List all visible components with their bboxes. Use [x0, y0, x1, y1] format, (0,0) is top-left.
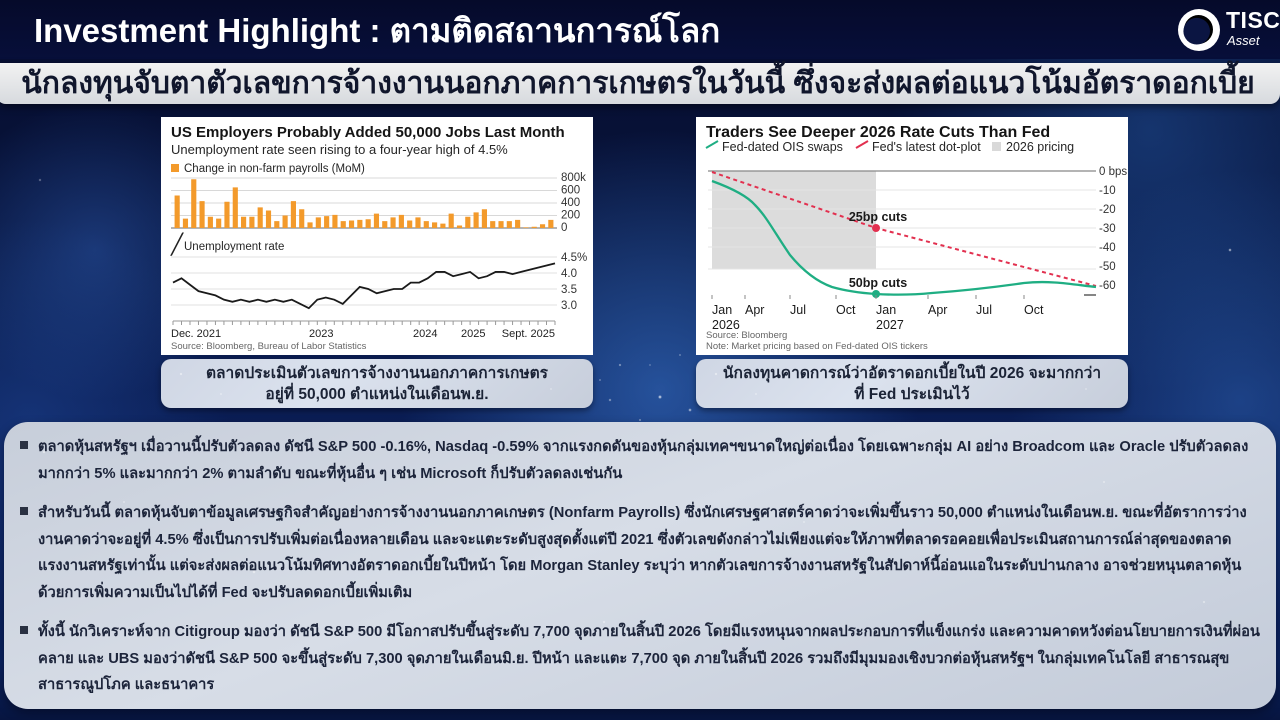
svg-text:50bp cuts: 50bp cuts — [849, 276, 907, 290]
svg-text:2027: 2027 — [876, 318, 904, 332]
svg-text:Unemployment rate: Unemployment rate — [184, 241, 284, 253]
svg-text:400: 400 — [561, 197, 580, 209]
svg-text:2024: 2024 — [413, 328, 437, 340]
svg-text:800k: 800k — [561, 172, 586, 184]
svg-text:Fed's latest dot-plot: Fed's latest dot-plot — [872, 140, 981, 154]
svg-text:-20: -20 — [1099, 204, 1116, 216]
svg-text:Change in non-farm payrolls (M: Change in non-farm payrolls (MoM) — [184, 163, 365, 175]
svg-text:2026 pricing: 2026 pricing — [1006, 140, 1074, 154]
svg-text:Apr: Apr — [928, 303, 947, 317]
svg-text:Sept. 2025: Sept. 2025 — [502, 328, 555, 340]
svg-text:-40: -40 — [1099, 242, 1116, 254]
svg-text:╱: ╱ — [170, 232, 184, 256]
svg-text:Unemployment rate seen rising: Unemployment rate seen rising to a four-… — [171, 142, 508, 157]
svg-text:-30: -30 — [1099, 223, 1116, 235]
svg-text:Note: Market pricing based on: Note: Market pricing based on Fed-dated … — [706, 341, 928, 352]
svg-text:Jan: Jan — [876, 303, 896, 317]
svg-text:2025: 2025 — [461, 328, 485, 340]
svg-text:3.5: 3.5 — [561, 284, 577, 296]
svg-text:Source: Bloomberg: Source: Bloomberg — [706, 330, 787, 341]
svg-text:Traders See Deeper 2026 Rate C: Traders See Deeper 2026 Rate Cuts Than F… — [706, 124, 1050, 141]
svg-text:Source: Bloomberg, Bureau of L: Source: Bloomberg, Bureau of Labor Stati… — [171, 341, 367, 352]
svg-text:Oct: Oct — [1024, 303, 1044, 317]
svg-text:4.0: 4.0 — [561, 268, 577, 280]
svg-text:Jan: Jan — [712, 303, 732, 317]
svg-text:-10: -10 — [1099, 185, 1116, 197]
svg-text:3.0: 3.0 — [561, 300, 577, 312]
svg-text:2023: 2023 — [309, 328, 333, 340]
svg-text:Apr: Apr — [745, 303, 764, 317]
svg-text:25bp cuts: 25bp cuts — [849, 210, 907, 224]
svg-text:0 bps: 0 bps — [1099, 166, 1127, 178]
svg-text:Oct: Oct — [836, 303, 856, 317]
svg-text:200: 200 — [561, 210, 580, 222]
svg-text:Dec. 2021: Dec. 2021 — [171, 328, 221, 340]
svg-text:Jul: Jul — [976, 303, 992, 317]
svg-text:600: 600 — [561, 185, 580, 197]
svg-text:-50: -50 — [1099, 261, 1116, 273]
svg-text:Jul: Jul — [790, 303, 806, 317]
svg-text:-60: -60 — [1099, 280, 1116, 292]
svg-text:US Employers Probably Added 50: US Employers Probably Added 50,000 Jobs … — [171, 124, 565, 141]
svg-text:Fed-dated OIS swaps: Fed-dated OIS swaps — [722, 140, 843, 154]
svg-text:4.5%: 4.5% — [561, 252, 587, 264]
svg-text:0: 0 — [561, 222, 567, 234]
